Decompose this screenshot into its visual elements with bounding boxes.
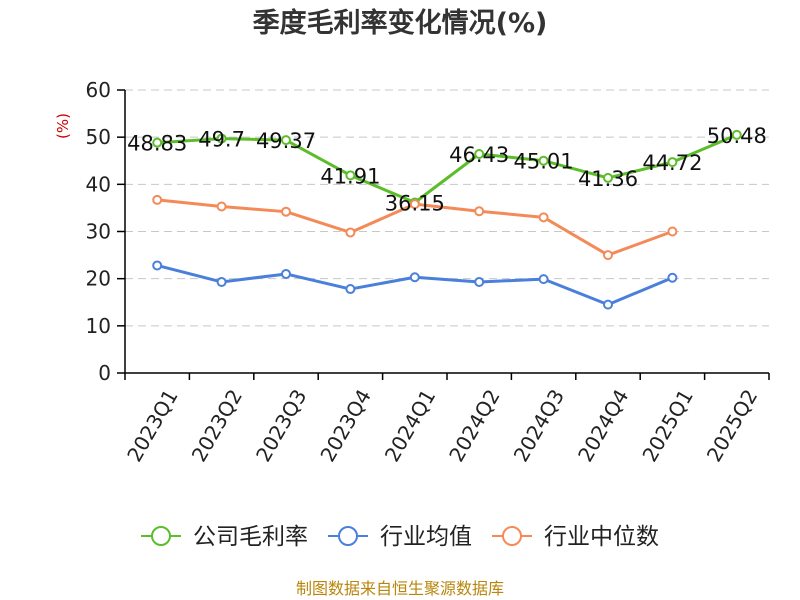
data-label: 36.15 <box>385 191 445 215</box>
data-point <box>281 268 291 279</box>
x-tick-label: 2025Q2 <box>702 385 762 466</box>
data-label: 41.91 <box>320 164 380 188</box>
data-point <box>474 206 485 217</box>
data-label: 49.7 <box>198 128 245 152</box>
y-axis-label: (%) <box>54 113 72 139</box>
data-point <box>216 133 227 144</box>
x-tick-label: 2024Q1 <box>380 385 440 466</box>
grid-lines <box>125 89 769 327</box>
data-point <box>345 227 356 238</box>
legend-label: 行业均值 <box>380 524 472 550</box>
y-tick-label: 60 <box>86 78 111 102</box>
data-label: 46.43 <box>449 143 509 167</box>
data-point <box>667 226 678 237</box>
data-point <box>216 276 227 287</box>
legend-marker <box>338 526 358 546</box>
x-tick-label: 2023Q2 <box>187 385 247 466</box>
data-point <box>152 260 163 271</box>
data-label: 41.36 <box>578 167 638 191</box>
data-point <box>667 272 678 283</box>
data-label: 44.72 <box>642 151 702 175</box>
data-label: 50.48 <box>707 124 767 148</box>
data-point <box>538 212 549 223</box>
data-point <box>216 201 227 212</box>
x-tick-label: 2024Q3 <box>509 385 569 466</box>
y-tick-label: 0 <box>98 361 111 385</box>
legend-label: 公司毛利率 <box>193 524 308 550</box>
data-point <box>731 129 742 140</box>
data-point <box>281 206 291 217</box>
data-label: 48.83 <box>127 132 187 156</box>
data-label: 45.01 <box>514 150 574 174</box>
x-tick-label: 2023Q1 <box>122 385 182 466</box>
x-tick-label: 2025Q1 <box>637 385 697 466</box>
data-point <box>474 149 485 160</box>
x-tick-label: 2024Q2 <box>444 385 504 466</box>
data-label: 49.37 <box>256 129 316 153</box>
source-note: 制图数据来自恒生聚源数据库 <box>296 579 504 598</box>
x-tick-label: 2024Q4 <box>573 385 633 466</box>
legend: 公司毛利率 行业均值 行业中位数 <box>141 524 659 550</box>
data-point <box>603 250 613 261</box>
y-tick-label: 30 <box>86 220 111 244</box>
data-point <box>474 276 485 287</box>
x-tick-label: 2023Q4 <box>315 385 375 466</box>
data-point <box>538 155 549 166</box>
y-tick-label: 20 <box>86 267 111 291</box>
series-line <box>156 264 673 307</box>
data-point <box>538 274 549 285</box>
series-lines <box>152 129 742 310</box>
series-line <box>157 133 738 204</box>
data-point <box>281 135 291 146</box>
data-point <box>603 299 613 310</box>
data-point <box>409 272 420 283</box>
chart-title: 季度毛利率变化情况(%) <box>253 7 548 39</box>
data-point <box>603 172 613 183</box>
legend-label: 行业中位数 <box>544 524 659 550</box>
data-point <box>667 157 678 168</box>
y-tick-label: 10 <box>86 314 111 338</box>
legend-marker <box>151 526 171 546</box>
y-tick-label: 50 <box>86 125 111 149</box>
data-point <box>152 194 163 205</box>
y-tick-label: 40 <box>86 172 111 196</box>
legend-marker <box>502 526 522 546</box>
data-point <box>345 284 356 295</box>
data-point <box>409 199 420 210</box>
data-point <box>345 170 356 181</box>
data-point <box>152 137 163 148</box>
x-tick-label: 2023Q3 <box>251 385 311 466</box>
